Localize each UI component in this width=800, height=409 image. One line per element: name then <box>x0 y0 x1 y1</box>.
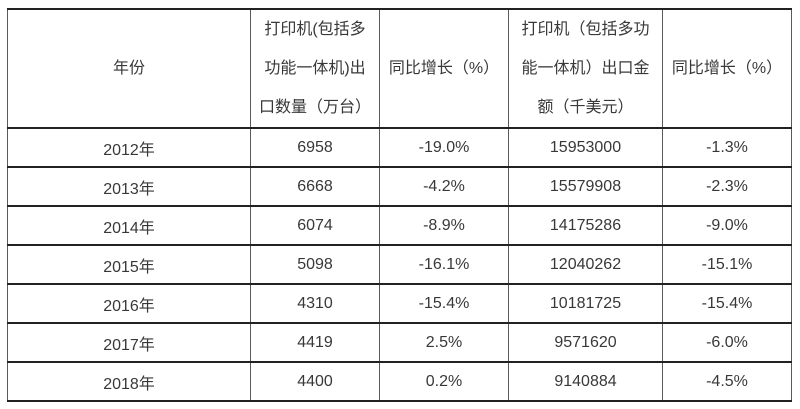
value-cell: 14175286 <box>508 205 663 246</box>
value-cell: 10181725 <box>508 283 663 324</box>
quantity-cell: 4419 <box>250 322 380 363</box>
quantity-cell: 6958 <box>250 127 380 168</box>
quantity-growth-cell: -4.2% <box>379 166 509 207</box>
header-export-quantity: 打印机(包括多 功能一体机)出 口数量（万台） <box>250 8 380 129</box>
year-cell: 2013年 <box>7 166 251 207</box>
year-cell: 2018年 <box>7 361 251 402</box>
quantity-cell: 6668 <box>250 166 380 207</box>
table-row: 2018年 4400 0.2% 9140884 -4.5% <box>7 361 792 402</box>
printer-export-table-container: 年份 打印机(包括多 功能一体机)出 口数量（万台） 同比增长（%） 打印机（包… <box>7 8 792 402</box>
quantity-cell: 4400 <box>250 361 380 402</box>
quantity-growth-cell: -15.4% <box>379 283 509 324</box>
value-growth-cell: -15.1% <box>662 244 792 285</box>
value-growth-cell: -9.0% <box>662 205 792 246</box>
quantity-cell: 4310 <box>250 283 380 324</box>
table-row: 2012年 6958 -19.0% 15953000 -1.3% <box>7 127 792 168</box>
header-quantity-yoy-growth: 同比增长（%） <box>379 8 509 129</box>
value-cell: 9140884 <box>508 361 663 402</box>
quantity-cell: 6074 <box>250 205 380 246</box>
quantity-growth-cell: -19.0% <box>379 127 509 168</box>
quantity-growth-cell: 0.2% <box>379 361 509 402</box>
table-row: 2016年 4310 -15.4% 10181725 -15.4% <box>7 283 792 324</box>
quantity-growth-cell: -8.9% <box>379 205 509 246</box>
year-cell: 2012年 <box>7 127 251 168</box>
value-cell: 9571620 <box>508 322 663 363</box>
header-export-value: 打印机（包括多功 能一体机）出口金 额（千美元） <box>508 8 663 129</box>
table-row: 2017年 4419 2.5% 9571620 -6.0% <box>7 322 792 363</box>
value-cell: 12040262 <box>508 244 663 285</box>
quantity-growth-cell: -16.1% <box>379 244 509 285</box>
value-growth-cell: -15.4% <box>662 283 792 324</box>
header-row: 年份 打印机(包括多 功能一体机)出 口数量（万台） 同比增长（%） 打印机（包… <box>7 8 792 129</box>
value-growth-cell: -6.0% <box>662 322 792 363</box>
table-row: 2013年 6668 -4.2% 15579908 -2.3% <box>7 166 792 207</box>
value-growth-cell: -1.3% <box>662 127 792 168</box>
table-row: 2014年 6074 -8.9% 14175286 -9.0% <box>7 205 792 246</box>
year-cell: 2015年 <box>7 244 251 285</box>
printer-export-table: 年份 打印机(包括多 功能一体机)出 口数量（万台） 同比增长（%） 打印机（包… <box>7 8 792 402</box>
year-cell: 2017年 <box>7 322 251 363</box>
table-row: 2015年 5098 -16.1% 12040262 -15.1% <box>7 244 792 285</box>
quantity-growth-cell: 2.5% <box>379 322 509 363</box>
year-cell: 2016年 <box>7 283 251 324</box>
value-growth-cell: -4.5% <box>662 361 792 402</box>
header-year: 年份 <box>7 8 251 129</box>
header-value-yoy-growth: 同比增长（%） <box>662 8 792 129</box>
value-cell: 15579908 <box>508 166 663 207</box>
value-growth-cell: -2.3% <box>662 166 792 207</box>
quantity-cell: 5098 <box>250 244 380 285</box>
value-cell: 15953000 <box>508 127 663 168</box>
year-cell: 2014年 <box>7 205 251 246</box>
header-year-label: 年份 <box>112 60 145 77</box>
